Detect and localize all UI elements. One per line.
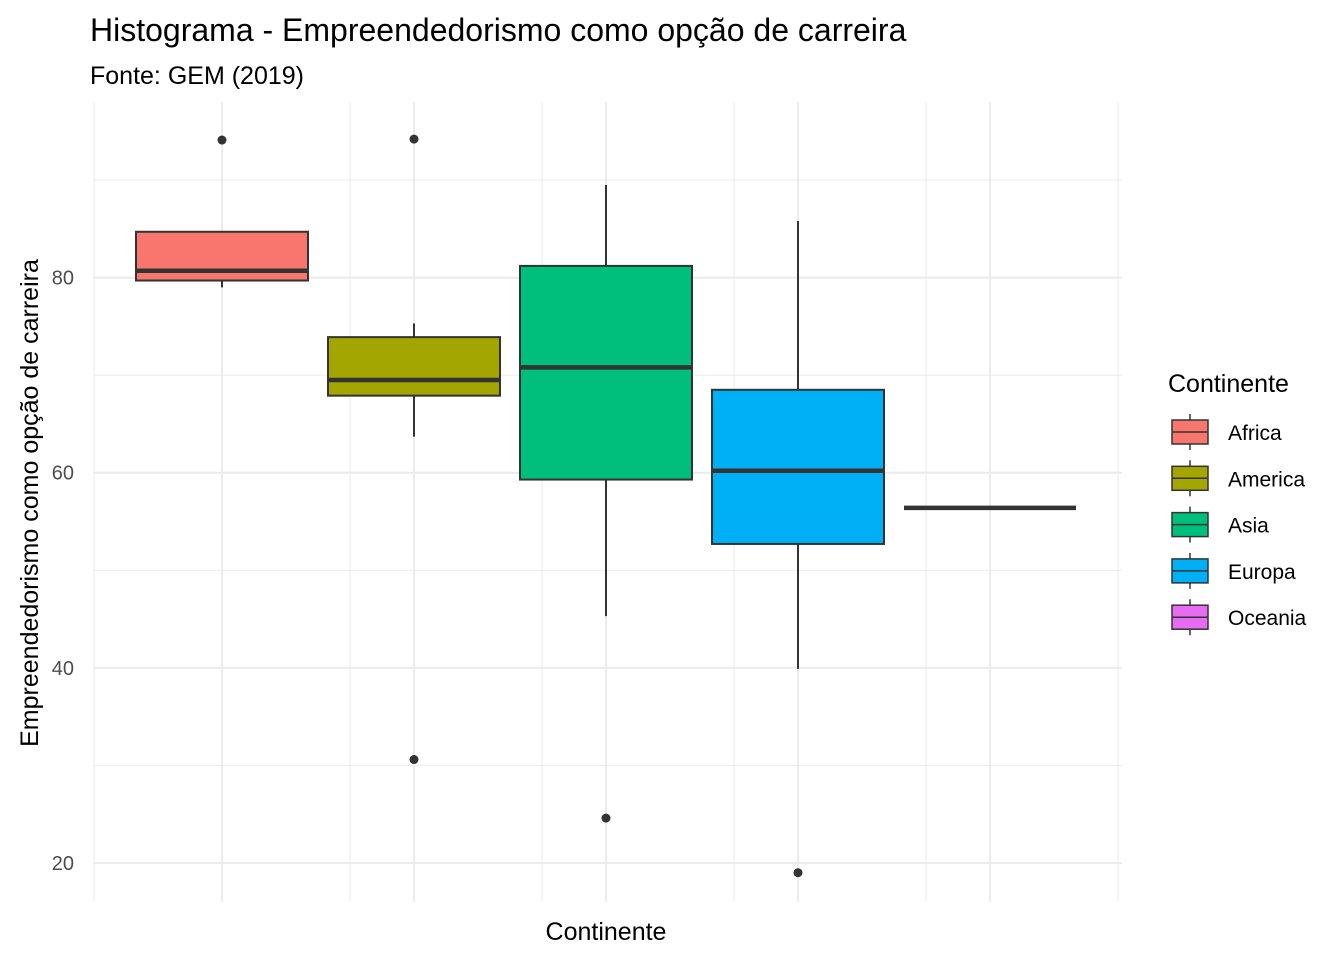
legend-item-africa: Africa	[1171, 414, 1282, 450]
legend-label: America	[1228, 468, 1305, 491]
y-axis-ticks: 20 40 60 80	[52, 268, 74, 875]
outlier-point	[217, 135, 227, 145]
legend-item-america: America	[1171, 460, 1305, 497]
outlier-point	[409, 755, 419, 765]
box-body	[711, 388, 885, 545]
box-body	[519, 264, 693, 481]
legend-label: Europa	[1228, 561, 1296, 584]
boxes	[135, 134, 1076, 878]
legend-item-asia: Asia	[1171, 506, 1269, 543]
legend-label: Oceania	[1228, 607, 1307, 630]
y-tick-label: 40	[52, 658, 74, 680]
box-asia	[519, 184, 693, 823]
chart-subtitle: Fonte: GEM (2019)	[90, 62, 304, 90]
legend-title: Continente	[1168, 370, 1289, 398]
legend-item-europa: Europa	[1171, 552, 1296, 589]
box-body	[135, 230, 309, 282]
outlier-point	[793, 868, 803, 878]
x-axis-title: Continente	[546, 918, 667, 946]
y-axis-title: Empreendedorismo como opção de carreira	[16, 259, 44, 747]
legend-label: Asia	[1228, 515, 1269, 538]
outlier-point	[409, 134, 419, 144]
chart-title: Histograma - Empreendedorismo como opção…	[90, 12, 907, 48]
box-europa	[711, 221, 885, 878]
y-tick-label: 60	[52, 463, 74, 485]
legend-label: Africa	[1228, 422, 1282, 445]
outlier-point	[601, 813, 611, 823]
y-tick-label: 80	[52, 268, 74, 290]
legend: Continente Africa America Asia Europa Oceani…	[1168, 370, 1307, 636]
box-body	[327, 336, 501, 397]
legend-item-oceania: Oceania	[1171, 599, 1307, 636]
grid	[93, 102, 1122, 902]
box-america	[327, 134, 501, 765]
y-tick-label: 20	[52, 853, 74, 875]
box-africa	[135, 135, 309, 288]
